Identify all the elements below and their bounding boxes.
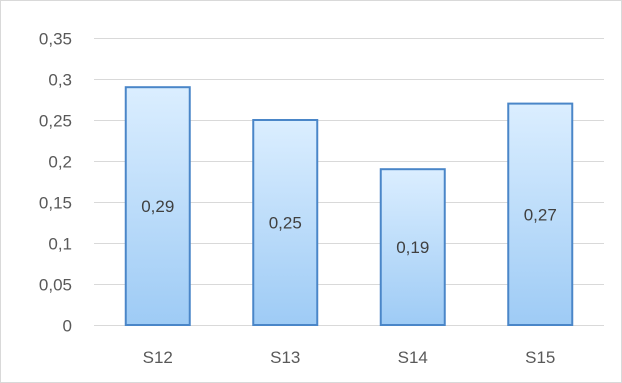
x-tick-label: S12 (143, 348, 173, 367)
data-labels: 0,29 0,25 0,19 0,27 (141, 197, 557, 257)
data-label-s14: 0,19 (396, 238, 429, 257)
x-axis-ticks: S12 S13 S14 S15 (143, 348, 556, 367)
y-tick-label: 0,25 (39, 112, 72, 131)
data-label-s13: 0,25 (269, 214, 302, 233)
y-tick-label: 0,2 (48, 153, 72, 172)
bars (124, 86, 574, 326)
y-tick-label: 0,35 (39, 30, 72, 49)
bar-s13 (252, 119, 319, 326)
x-tick-label: S14 (398, 348, 428, 367)
y-tick-label: 0,1 (48, 235, 72, 254)
y-tick-label: 0,3 (48, 71, 72, 90)
x-tick-label: S15 (525, 348, 555, 367)
bar-s15 (507, 102, 574, 326)
x-tick-label: S13 (270, 348, 300, 367)
y-tick-label: 0,05 (39, 276, 72, 295)
y-tick-label: 0,15 (39, 194, 72, 213)
data-label-s15: 0,27 (524, 205, 557, 224)
data-label-s12: 0,29 (141, 197, 174, 216)
y-axis-ticks: 0 0,05 0,1 0,15 0,2 0,25 0,3 0,35 (39, 30, 72, 336)
y-tick-label: 0 (63, 317, 72, 336)
bar-s14 (379, 168, 446, 326)
bar-s12 (124, 86, 191, 326)
